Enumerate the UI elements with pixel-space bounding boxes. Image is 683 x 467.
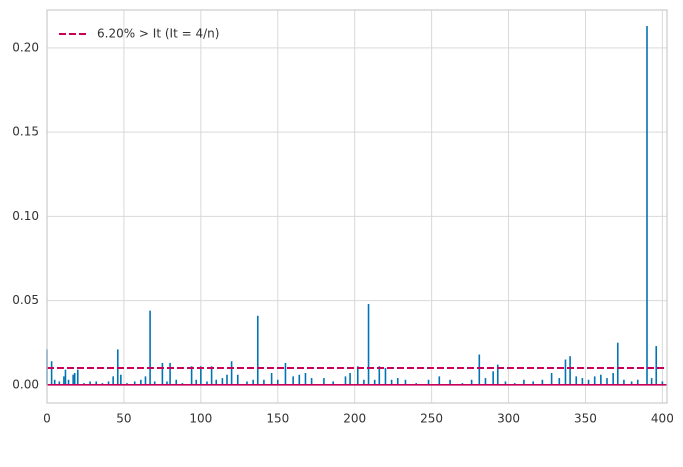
y-tick-label: 0.10 xyxy=(12,209,39,223)
y-tick-label: 0.20 xyxy=(12,40,39,54)
x-tick-label: 300 xyxy=(497,412,520,426)
x-tick-label: 100 xyxy=(189,412,212,426)
x-tick-label: 400 xyxy=(651,412,674,426)
y-tick-label: 0.00 xyxy=(12,377,39,391)
x-tick-label: 50 xyxy=(116,412,131,426)
x-tick-label: 0 xyxy=(43,412,51,426)
plot-frame xyxy=(46,9,668,404)
x-tick-label: 150 xyxy=(266,412,289,426)
x-tick-label: 250 xyxy=(420,412,443,426)
legend-label: 6.20% > It (It = 4/n) xyxy=(97,27,219,41)
y-tick-label: 0.05 xyxy=(12,293,39,307)
y-tick-label: 0.15 xyxy=(12,125,39,139)
x-tick-label: 200 xyxy=(343,412,366,426)
x-tick-label: 350 xyxy=(574,412,597,426)
